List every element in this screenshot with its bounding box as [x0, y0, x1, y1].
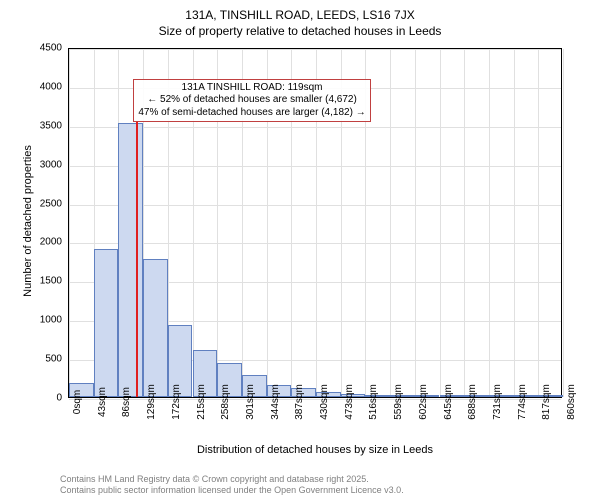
x-tick-label: 602sqm	[418, 384, 429, 420]
x-tick-label: 817sqm	[541, 384, 552, 420]
x-tick-label: 516sqm	[368, 384, 379, 420]
x-tick-label: 645sqm	[443, 384, 454, 420]
footer-line2: Contains public sector information licen…	[60, 485, 404, 496]
y-tick-label: 4000	[22, 81, 62, 92]
plot-area: 131A TINSHILL ROAD: 119sqm← 52% of detac…	[68, 48, 562, 398]
y-tick-label: 0	[22, 393, 62, 404]
grid-v	[489, 49, 490, 397]
grid-v	[538, 49, 539, 397]
grid-v	[464, 49, 465, 397]
annotation-line3: 47% of semi-detached houses are larger (…	[138, 107, 365, 120]
annotation-line2: ← 52% of detached houses are smaller (4,…	[138, 94, 365, 107]
footer-line1: Contains HM Land Registry data © Crown c…	[60, 474, 404, 485]
x-tick-label: 430sqm	[319, 384, 330, 420]
x-tick-label: 129sqm	[146, 384, 157, 420]
x-tick-label: 473sqm	[344, 384, 355, 420]
grid-v	[69, 49, 70, 397]
x-tick-label: 258sqm	[220, 384, 231, 420]
y-tick-label: 3000	[22, 159, 62, 170]
chart-container: 131A, TINSHILL ROAD, LEEDS, LS16 7JX Siz…	[0, 0, 600, 500]
annotation-line1: 131A TINSHILL ROAD: 119sqm	[138, 82, 365, 95]
grid-v	[563, 49, 564, 397]
footer-attribution: Contains HM Land Registry data © Crown c…	[60, 474, 404, 496]
y-tick-label: 500	[22, 354, 62, 365]
grid-v	[514, 49, 515, 397]
y-tick-label: 1000	[22, 315, 62, 326]
y-tick-label: 3500	[22, 120, 62, 131]
y-axis-label: Number of detached properties	[22, 121, 34, 321]
y-tick-label: 2500	[22, 198, 62, 209]
x-tick-label: 172sqm	[171, 384, 182, 420]
grid-v	[440, 49, 441, 397]
x-tick-label: 86sqm	[121, 387, 132, 417]
x-tick-label: 344sqm	[270, 384, 281, 420]
x-tick-label: 688sqm	[467, 384, 478, 420]
x-tick-label: 0sqm	[72, 390, 83, 414]
grid-v	[390, 49, 391, 397]
x-tick-label: 559sqm	[393, 384, 404, 420]
x-tick-label: 301sqm	[245, 384, 256, 420]
x-tick-label: 387sqm	[294, 384, 305, 420]
property-marker-line	[136, 121, 138, 397]
histogram-bar	[94, 249, 119, 397]
grid-h	[69, 49, 561, 50]
x-tick-label: 774sqm	[517, 384, 528, 420]
page-title: 131A, TINSHILL ROAD, LEEDS, LS16 7JX	[0, 0, 600, 24]
chart-area: 131A TINSHILL ROAD: 119sqm← 52% of detac…	[68, 48, 562, 398]
x-tick-label: 731sqm	[492, 384, 503, 420]
y-tick-label: 1500	[22, 276, 62, 287]
x-tick-label: 215sqm	[196, 384, 207, 420]
page-subtitle: Size of property relative to detached ho…	[0, 24, 600, 42]
y-tick-label: 2000	[22, 237, 62, 248]
y-tick-label: 4500	[22, 43, 62, 54]
annotation-box: 131A TINSHILL ROAD: 119sqm← 52% of detac…	[133, 79, 370, 123]
x-tick-label: 860sqm	[566, 384, 577, 420]
grid-v	[415, 49, 416, 397]
x-axis-label: Distribution of detached houses by size …	[68, 444, 562, 456]
x-tick-label: 43sqm	[97, 387, 108, 417]
histogram-bar	[118, 123, 143, 397]
histogram-bar	[143, 259, 168, 397]
grid-h	[69, 399, 561, 400]
